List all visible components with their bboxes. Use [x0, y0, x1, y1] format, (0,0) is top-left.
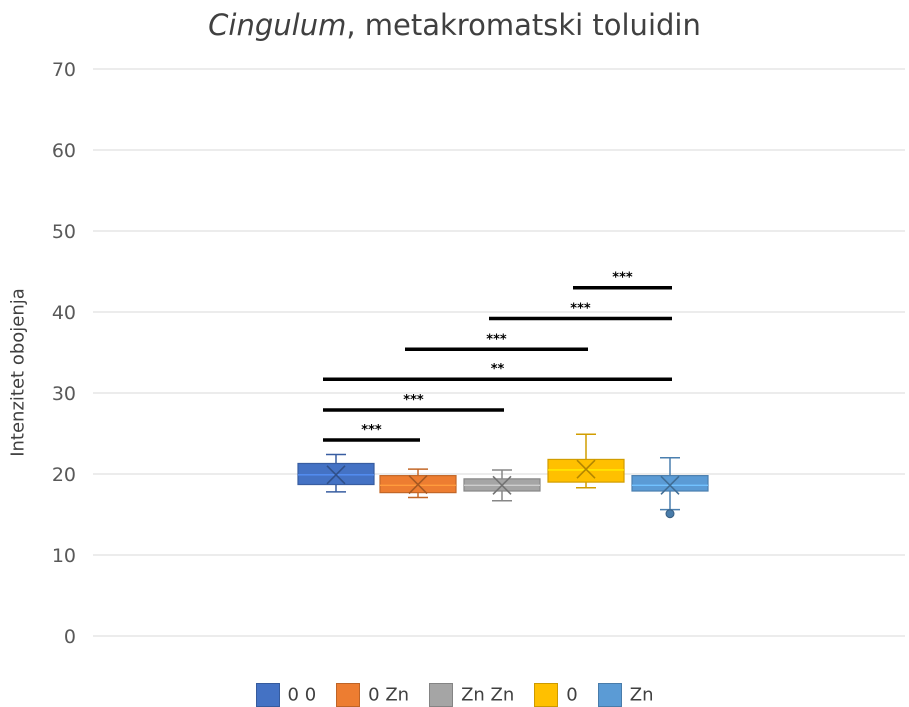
legend-item-2: 0 Zn — [336, 683, 409, 707]
y-tick-label-20: 20 — [52, 464, 76, 486]
legend-swatch — [534, 683, 559, 707]
legend-swatch — [597, 683, 622, 707]
legend-label: Zn Zn — [461, 684, 515, 706]
legend-label: 0 0 — [287, 684, 317, 706]
significance-bar-3: ** — [323, 362, 672, 381]
legend-item-4: 0 — [534, 683, 578, 707]
chart-title-italic: Cingulum — [208, 8, 347, 42]
gridlines — [93, 68, 905, 637]
mean-marker-b — [576, 459, 596, 479]
legend-item-1: 0 0 — [255, 683, 317, 707]
significance-bar-5: *** — [489, 301, 672, 321]
significance-label: ** — [491, 362, 505, 377]
mean-marker-b — [326, 465, 346, 485]
chart-title-rest: , metakromatski toluidin — [346, 8, 701, 42]
mean-marker-b — [492, 475, 512, 495]
significance-label: *** — [612, 271, 633, 286]
legend-label: Zn — [629, 684, 654, 706]
significance-label: *** — [403, 393, 424, 408]
chart-title: Cingulum, metakromatski toluidin — [0, 8, 909, 42]
significance-bar-2: *** — [323, 393, 504, 412]
y-tick-label-30: 30 — [52, 383, 76, 405]
y-tick-label-0: 0 — [64, 626, 76, 648]
box-plot-5 — [631, 457, 709, 519]
significance-label: *** — [361, 423, 382, 438]
legend-swatch — [336, 683, 361, 707]
box-plot-3 — [463, 469, 541, 502]
legend: 0 0 0 Zn Zn Zn 0 Zn — [0, 683, 909, 707]
legend-swatch — [429, 683, 454, 707]
box-iqr — [631, 475, 709, 492]
y-tick-label-50: 50 — [52, 221, 76, 243]
y-tick-label-40: 40 — [52, 302, 76, 324]
box-plot-2 — [379, 468, 457, 499]
legend-label: 0 Zn — [368, 684, 410, 706]
mean-marker-b — [408, 474, 428, 495]
y-tick-label-60: 60 — [52, 140, 76, 162]
significance-bar-4: *** — [405, 332, 588, 352]
y-tick-label-70: 70 — [52, 59, 76, 81]
significance-label: *** — [486, 332, 507, 347]
significance-bar-6: *** — [573, 271, 672, 290]
legend-item-3: Zn Zn — [429, 683, 514, 707]
significance-bar-1: *** — [323, 423, 420, 442]
box-plots — [297, 433, 709, 519]
significance-bars: ***************** — [323, 271, 672, 442]
legend-swatch — [255, 683, 280, 707]
y-axis-ticks: 0 10 20 30 40 50 60 70 — [52, 59, 76, 648]
y-tick-label-10: 10 — [52, 545, 76, 567]
box-plot-4 — [547, 433, 625, 489]
legend-item-5: Zn — [597, 683, 654, 707]
significance-label: *** — [570, 301, 591, 316]
outlier-point-1 — [665, 509, 675, 519]
mean-marker-b — [660, 475, 680, 495]
box-plot-1 — [297, 453, 375, 493]
legend-label: 0 — [566, 684, 578, 706]
box-iqr — [547, 458, 625, 483]
